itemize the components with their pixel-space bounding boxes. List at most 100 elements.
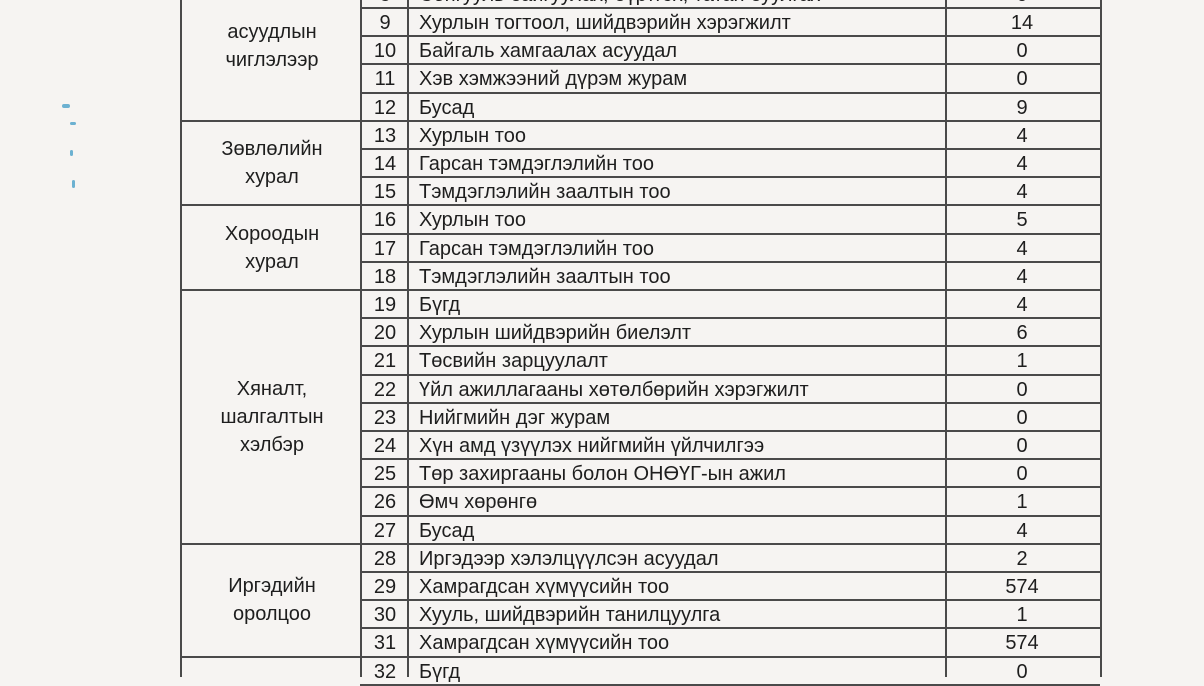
category-label: хурал (245, 166, 299, 189)
row-number: 28 (373, 547, 397, 570)
row-label: Хурлын тогтоол, шийдвэрийн хэрэгжилт (419, 12, 791, 34)
row-number: 9 (379, 12, 391, 34)
row-divider (360, 7, 1100, 9)
row-value: 4 (1016, 153, 1028, 175)
row-label: Хурлын шийдвэрийн биелэлт (419, 322, 692, 345)
row-value: 4 (1016, 124, 1028, 147)
row-number: 24 (373, 435, 397, 457)
row-label: Үйл ажиллагааны хөтөлбөрийн хэрэгжилт (419, 378, 809, 401)
row-divider (360, 91, 1100, 94)
row-value: 9 (1016, 96, 1028, 119)
row-number: 21 (373, 350, 397, 373)
row-divider (360, 458, 1100, 461)
row-label: Тэмдэглэлийн заалтын тоо (419, 181, 671, 204)
row-divider (360, 35, 1100, 38)
category-label: шалгалтын (220, 405, 324, 428)
row-number: 19 (373, 294, 397, 316)
category-label: оролцоо (232, 603, 312, 626)
category-label: Иргэдийн (228, 575, 316, 598)
row-divider (360, 317, 1100, 320)
row-value: 4 (1016, 294, 1028, 316)
row-divider (360, 204, 1100, 207)
row-divider (360, 514, 1100, 517)
row-divider (360, 655, 1100, 658)
row-number: 18 (373, 265, 397, 288)
row-value: 14 (1010, 12, 1034, 34)
row-label: Хамрагдсан хүмүүсийн тоо (419, 576, 670, 598)
row-divider (360, 542, 1100, 545)
row-label: Хүн амд үзүүлэх нийгмийн үйлчилгээ (419, 435, 765, 457)
row-label: Төсвийн зарцуулалт (419, 350, 608, 373)
row-label: Төр захиргааны болон ОНӨҮГ-ын ажил (419, 463, 786, 486)
row-value: 574 (1005, 576, 1039, 598)
row-number: 32 (373, 660, 397, 683)
category-cell: Хороодын хурал (182, 205, 362, 290)
row-number: 11 (374, 68, 396, 91)
row-number: 12 (373, 96, 397, 119)
row-number: 27 (373, 519, 397, 542)
row-number: 17 (373, 237, 397, 260)
category-divider (182, 289, 362, 291)
report-table: 8 Сонгууль байгуулах, бүртгэх, татан буул… (180, 0, 1102, 686)
category-label: Зөвлөлийн (221, 138, 323, 161)
row-value: 0 (1016, 406, 1028, 429)
row-value: 574 (1005, 632, 1039, 655)
row-label: Хамрагдсан хүмүүсийн тоо (419, 632, 670, 655)
column-divider (407, 0, 409, 677)
category-label: чиглэлээр (225, 49, 319, 72)
row-label: Тэмдэглэлийн заалтын тоо (419, 265, 671, 288)
category-label: Хороодын (224, 222, 320, 245)
row-divider (360, 430, 1100, 432)
row-label: Бүгд (419, 294, 461, 316)
row-value: 1 (1016, 350, 1028, 373)
category-cell (182, 657, 362, 685)
row-divider (360, 232, 1100, 235)
row-label: Гарсан тэмдэглэлийн тоо (419, 237, 654, 260)
row-value: 1 (1016, 604, 1028, 627)
row-label: Гарсан тэмдэглэлийн тоо (419, 153, 654, 175)
row-divider (360, 599, 1100, 602)
row-number: 22 (373, 378, 397, 401)
category-divider (182, 204, 362, 207)
row-label: Хууль, шийдвэрийн танилцуулга (419, 604, 721, 627)
row-divider (360, 401, 1100, 404)
category-label: Хяналт, (236, 377, 308, 400)
category-divider (182, 119, 362, 122)
category-cell: Иргэдийн оролцоо (182, 544, 362, 657)
row-label: Сонгууль байгуулах, бүртгэх, татан буулг… (419, 0, 944, 8)
row-label: Бусад (419, 519, 475, 542)
category-cell: Хяналт, шалгалтын хэлбэр (182, 290, 362, 544)
category-label: асуудлын (227, 21, 317, 44)
row-value: 4 (1016, 237, 1028, 260)
row-divider (360, 119, 1100, 122)
row-divider (360, 148, 1100, 150)
row-label: Нийгмийн дэг журам (419, 406, 611, 429)
ink-mark (72, 180, 75, 188)
row-label: Хурлын тоо (419, 124, 526, 147)
row-label: Бусад (419, 96, 475, 119)
row-label: Өмч хөрөнгө (419, 491, 538, 514)
row-label: Байгаль хамгаалах асуудал (419, 40, 678, 63)
row-number: 13 (373, 124, 397, 147)
row-number: 15 (373, 181, 397, 204)
row-value: 4 (1016, 519, 1028, 542)
category-divider (182, 542, 362, 545)
row-value: 0 (947, 0, 1097, 8)
row-value: 6 (1016, 322, 1028, 345)
row-value: 4 (1016, 265, 1028, 288)
row-number: 25 (373, 463, 397, 486)
row-label: Хэв хэмжээний дүрэм журам (419, 68, 688, 91)
row-divider (360, 683, 1100, 686)
row-number: 20 (373, 322, 397, 345)
row-number: 30 (373, 604, 397, 627)
row-label: Иргэдээр хэлэлцүүлсэн асуудал (419, 547, 719, 570)
category-label: хурал (245, 250, 299, 273)
row-number: 23 (373, 406, 397, 429)
row-label: Бүгд (419, 660, 461, 683)
row-number: 14 (373, 153, 397, 175)
row-value: 4 (1016, 181, 1028, 204)
ink-mark (62, 104, 70, 108)
category-label: хэлбэр (240, 433, 304, 456)
row-number: 16 (373, 209, 397, 232)
row-number: 31 (373, 632, 397, 655)
